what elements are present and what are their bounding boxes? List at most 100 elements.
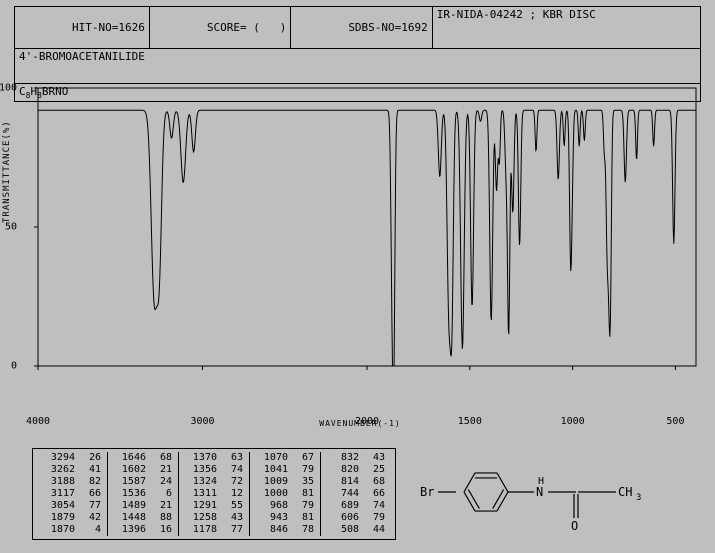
hit-no-value: 1626: [118, 21, 145, 34]
peak-table-row: 846 78: [256, 524, 314, 536]
y-axis-label: TRANSMITTANCE(%): [2, 120, 12, 223]
bottom-panel: 3294263262413188823117663054771879421870…: [32, 446, 676, 541]
peak-table-row: 139616: [114, 524, 172, 536]
peak-wavenumber: 744: [327, 488, 359, 500]
peak-table-column: 83243820258146874466689746067950844: [320, 452, 391, 536]
svg-text:H: H: [538, 476, 544, 487]
compound-name: 4'-BROMOACETANILIDE: [19, 50, 145, 63]
peak-transmittance: 35: [296, 476, 314, 488]
peak-transmittance: 79: [296, 500, 314, 512]
hit-no-cell: HIT-NO=1626: [15, 7, 150, 48]
peak-transmittance: 41: [83, 464, 101, 476]
peak-wavenumber: 1646: [114, 452, 146, 464]
x-tick-label: 1500: [458, 416, 482, 427]
peak-transmittance: 26: [83, 452, 101, 464]
compound-name-cell: 4'-BROMOACETANILIDE: [14, 49, 701, 84]
peak-transmittance: 77: [83, 500, 101, 512]
peak-table-column: 1370631356741324721311121291551258431178…: [178, 452, 249, 536]
peak-table-row: 148921: [114, 500, 172, 512]
peak-wavenumber: 1041: [256, 464, 288, 476]
peak-wavenumber: 1000: [256, 488, 288, 500]
peak-wavenumber: 1356: [185, 464, 217, 476]
peak-table-column: 3294263262 41 3188 823117663054 771879421870…: [37, 452, 107, 536]
peak-table-row: 689 74: [327, 500, 385, 512]
svg-text:3: 3: [636, 493, 641, 503]
peak-wavenumber: 1602: [114, 464, 146, 476]
y-tick-label: 50: [5, 222, 17, 233]
peak-table-row: 1356 74: [185, 464, 243, 476]
peak-wavenumber: 1178: [185, 524, 217, 536]
peak-transmittance: 21: [154, 464, 172, 476]
sdbs-label: SDBS-NO=: [348, 21, 401, 34]
page-root: HIT-NO=1626 SCORE= ( ) SDBS-NO=1692 IR-N…: [0, 0, 715, 553]
x-tick-label: 4000: [26, 416, 50, 427]
peak-wavenumber: 3117: [43, 488, 75, 500]
peak-wavenumber: 1448: [114, 512, 146, 524]
peak-wavenumber: 814: [327, 476, 359, 488]
peak-table-row: 1041 79: [256, 464, 314, 476]
peak-transmittance: 72: [225, 476, 243, 488]
peak-wavenumber: 1879: [43, 512, 75, 524]
score-value: ( ): [253, 21, 286, 34]
peak-table-row: 329426: [43, 452, 101, 464]
peak-table-row: 82025: [327, 464, 385, 476]
svg-text:N: N: [536, 485, 543, 499]
peak-table-row: 83243: [327, 452, 385, 464]
peak-wavenumber: 1489: [114, 500, 146, 512]
peak-table-column: 107067104179100935100081968799438184678: [249, 452, 320, 536]
peak-wavenumber: 606: [327, 512, 359, 524]
y-tick-label: 0: [11, 361, 17, 372]
peak-transmittance: 79: [296, 464, 314, 476]
peak-transmittance: 43: [225, 512, 243, 524]
peak-wavenumber: 3054: [43, 500, 75, 512]
peak-table-row: 100081: [256, 488, 314, 500]
peak-wavenumber: 1070: [256, 452, 288, 464]
peak-wavenumber: 1324: [185, 476, 217, 488]
peak-transmittance: 63: [225, 452, 243, 464]
peak-table-row: 131112: [185, 488, 243, 500]
peak-table-row: 1587 24: [114, 476, 172, 488]
peak-table-row: 187942: [43, 512, 101, 524]
score-cell: SCORE= ( ): [150, 7, 291, 48]
peak-wavenumber: 1370: [185, 452, 217, 464]
peak-wavenumber: 3188: [43, 476, 75, 488]
peak-transmittance: 66: [367, 488, 385, 500]
peak-transmittance: 78: [296, 524, 314, 536]
peak-table-row: 1646 68: [114, 452, 172, 464]
peak-transmittance: 81: [296, 512, 314, 524]
hit-no-label: HIT-NO=: [72, 21, 118, 34]
peak-wavenumber: 846: [256, 524, 288, 536]
peak-transmittance: 6: [154, 488, 172, 500]
peak-wavenumber: 1291: [185, 500, 217, 512]
peak-wavenumber: 1870: [43, 524, 75, 536]
peak-table-row: 60679: [327, 512, 385, 524]
peak-table-row: 117877: [185, 524, 243, 536]
peak-wavenumber: 1587: [114, 476, 146, 488]
peak-wavenumber: 689: [327, 500, 359, 512]
sdbs-value: 1692: [401, 21, 428, 34]
peak-wavenumber: 3262: [43, 464, 75, 476]
peak-transmittance: 74: [367, 500, 385, 512]
peak-table-row: 96879: [256, 500, 314, 512]
molecule-structure: BrNHOCH3: [416, 446, 676, 541]
header-row-1: HIT-NO=1626 SCORE= ( ) SDBS-NO=1692 IR-N…: [14, 6, 701, 49]
peak-transmittance: 82: [83, 476, 101, 488]
svg-text:CH: CH: [618, 485, 632, 499]
peak-transmittance: 68: [154, 452, 172, 464]
peak-wavenumber: 820: [327, 464, 359, 476]
peak-table-row: 311766: [43, 488, 101, 500]
peak-transmittance: 88: [154, 512, 172, 524]
peak-transmittance: 4: [83, 524, 101, 536]
peak-transmittance: 43: [367, 452, 385, 464]
peak-transmittance: 24: [154, 476, 172, 488]
peak-table-row: 125843: [185, 512, 243, 524]
peak-transmittance: 67: [296, 452, 314, 464]
peak-table-row: 1870 4: [43, 524, 101, 536]
peak-wavenumber: 1536: [114, 488, 146, 500]
spec-info-cell: IR-NIDA-04242 ; KBR DISC: [433, 7, 700, 48]
peak-transmittance: 74: [225, 464, 243, 476]
peak-wavenumber: 943: [256, 512, 288, 524]
peak-transmittance: 44: [367, 524, 385, 536]
y-tick-label: 100: [0, 83, 17, 94]
peak-table-row: 100935: [256, 476, 314, 488]
